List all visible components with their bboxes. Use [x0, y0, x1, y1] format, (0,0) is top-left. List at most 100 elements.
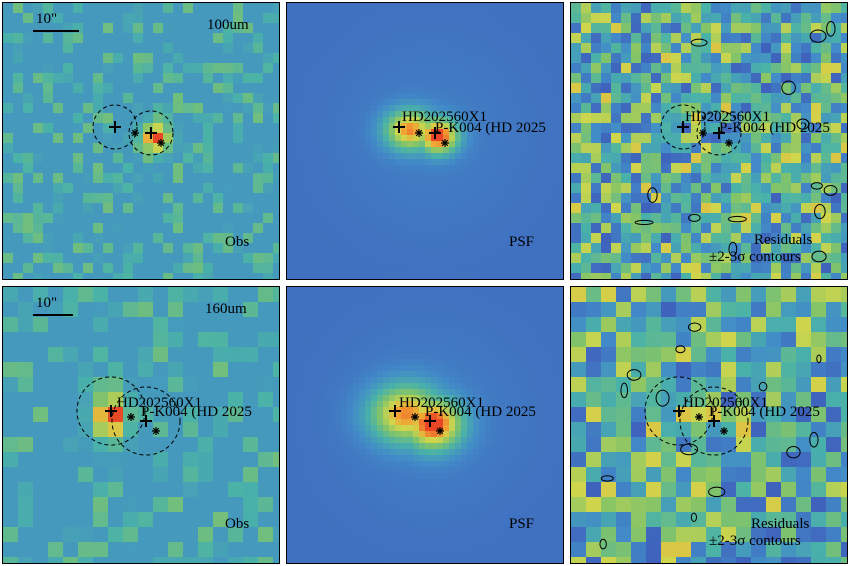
- psf-pixel: [359, 335, 365, 341]
- map-pixel: [203, 53, 213, 63]
- contour: [826, 20, 836, 37]
- psf-pixel: [419, 117, 425, 123]
- psf-pixel: [425, 237, 431, 243]
- map-pixel: [83, 183, 93, 193]
- psf-pixel: [545, 153, 551, 159]
- psf-pixel: [383, 93, 389, 99]
- map-pixel: [681, 133, 691, 143]
- psf-pixel: [293, 177, 299, 183]
- map-pixel: [63, 407, 78, 422]
- map-pixel: [731, 123, 741, 133]
- map-pixel: [601, 63, 611, 73]
- psf-pixel: [467, 141, 473, 147]
- map-pixel: [133, 153, 143, 163]
- psf-pixel: [563, 93, 564, 99]
- psf-pixel: [293, 165, 299, 171]
- map-pixel: [83, 163, 93, 173]
- psf-pixel: [545, 243, 551, 249]
- map-pixel: [811, 233, 821, 243]
- psf-pixel: [533, 69, 539, 75]
- psf-pixel: [425, 255, 431, 261]
- map-pixel: [631, 33, 641, 43]
- psf-pixel: [533, 273, 539, 279]
- psf-pixel: [401, 323, 407, 329]
- map-pixel: [163, 133, 173, 143]
- psf-pixel: [557, 293, 563, 299]
- map-pixel: [821, 3, 831, 13]
- psf-pixel: [341, 93, 347, 99]
- psf-pixel: [563, 347, 564, 353]
- map-pixel: [741, 163, 751, 173]
- map-pixel: [193, 93, 203, 103]
- map-pixel: [93, 93, 103, 103]
- psf-pixel: [461, 347, 467, 353]
- psf-pixel: [491, 305, 497, 311]
- psf-pixel: [491, 371, 497, 377]
- psf-pixel: [461, 105, 467, 111]
- psf-pixel: [455, 213, 461, 219]
- psf-pixel: [509, 231, 515, 237]
- psf-pixel: [293, 33, 299, 39]
- psf-pixel: [509, 195, 515, 201]
- map-pixel: [83, 253, 93, 263]
- map-pixel: [601, 243, 611, 253]
- psf-pixel: [527, 15, 533, 21]
- map-pixel: [631, 213, 641, 223]
- psf-pixel: [311, 279, 317, 280]
- map-pixel: [601, 123, 611, 133]
- map-pixel: [213, 527, 228, 542]
- map-pixel: [3, 163, 13, 173]
- psf-pixel: [503, 39, 509, 45]
- map-pixel: [23, 173, 33, 183]
- psf-pixel: [389, 279, 395, 280]
- psf-pixel: [509, 279, 515, 280]
- psf-pixel: [443, 249, 449, 255]
- psf-pixel: [413, 255, 419, 261]
- psf-pixel: [299, 51, 305, 57]
- psf-pixel: [305, 189, 311, 195]
- psf-pixel: [311, 353, 317, 359]
- psf-pixel: [329, 93, 335, 99]
- psf-pixel: [461, 219, 467, 225]
- psf-pixel: [485, 105, 491, 111]
- psf-pixel: [479, 317, 485, 323]
- psf-pixel: [323, 293, 329, 299]
- map-pixel: [43, 253, 53, 263]
- psf-pixel: [323, 39, 329, 45]
- map-pixel: [641, 133, 651, 143]
- map-pixel: [691, 253, 701, 263]
- map-pixel: [273, 332, 279, 347]
- map-pixel: [223, 193, 233, 203]
- psf-pixel: [353, 63, 359, 69]
- map-pixel: [33, 123, 43, 133]
- psf-pixel: [563, 207, 564, 213]
- psf-pixel: [455, 123, 461, 129]
- psf-pixel: [335, 225, 341, 231]
- psf-pixel: [425, 371, 431, 377]
- psf-pixel: [437, 207, 443, 213]
- psf-pixel: [365, 225, 371, 231]
- map-pixel: [273, 63, 279, 73]
- psf-pixel: [473, 27, 479, 33]
- map-pixel: [173, 273, 183, 279]
- psf-pixel: [437, 279, 443, 280]
- map-pixel: [123, 362, 138, 377]
- psf-pixel: [401, 359, 407, 365]
- map-pixel: [78, 467, 93, 482]
- psf-pixel: [491, 365, 497, 371]
- psf-pixel: [389, 75, 395, 81]
- map-pixel: [53, 123, 63, 133]
- psf-pixel: [503, 117, 509, 123]
- map-pixel: [33, 482, 48, 497]
- psf-pixel: [485, 75, 491, 81]
- map-pixel: [591, 173, 601, 183]
- psf-pixel: [479, 69, 485, 75]
- psf-pixel: [341, 255, 347, 261]
- map-pixel: [213, 13, 223, 23]
- map-pixel: [761, 53, 771, 63]
- map-pixel: [193, 13, 203, 23]
- psf-pixel: [539, 341, 545, 347]
- psf-pixel: [299, 183, 305, 189]
- psf-pixel: [443, 293, 449, 299]
- map-pixel: [601, 93, 611, 103]
